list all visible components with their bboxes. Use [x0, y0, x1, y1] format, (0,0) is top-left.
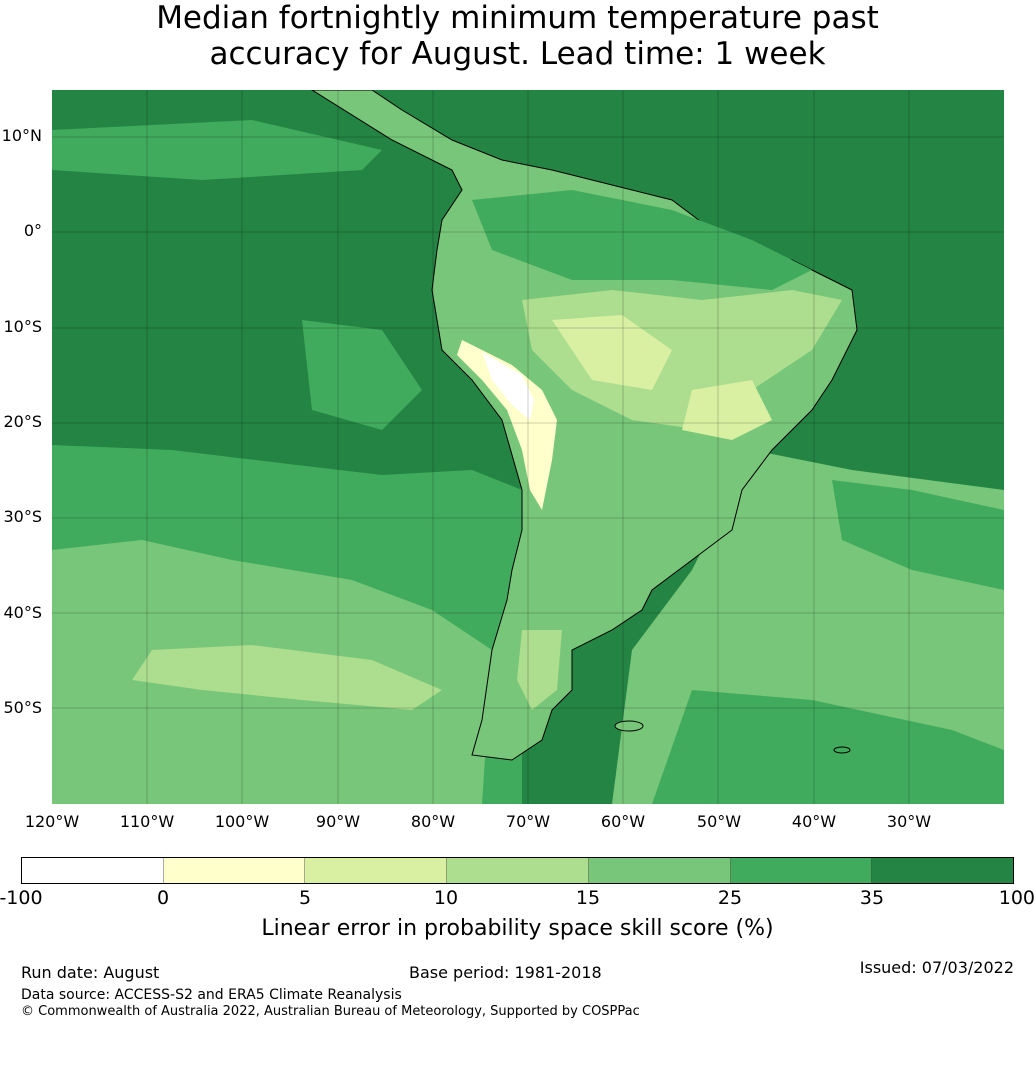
- lon-label-110w: 110°W: [119, 812, 175, 831]
- pacific-patch: [302, 320, 422, 430]
- copyright: © Commonwealth of Australia 2022, Austra…: [21, 1004, 640, 1019]
- andes-white-core: [482, 352, 534, 420]
- caribbean-patch: [52, 120, 382, 180]
- lon-label-80w: 80°W: [410, 812, 456, 831]
- lat-label-30s: 30°S: [3, 507, 42, 526]
- lat-label-10n: 10°N: [1, 126, 42, 145]
- lon-label-30w: 30°W: [886, 812, 932, 831]
- lat-label-50s: 50°S: [3, 698, 42, 717]
- lat-label-0: 0°: [23, 221, 42, 240]
- run-date: Run date: August: [21, 963, 160, 982]
- colorbar-tick: 0: [156, 887, 170, 909]
- falkland-islands: [614, 720, 644, 732]
- colorbar-tick: 5: [298, 887, 312, 909]
- colorbar-segment: [163, 858, 306, 883]
- colorbar-tick: 100: [998, 887, 1035, 909]
- patagonia-light: [517, 630, 562, 710]
- lon-label-40w: 40°W: [791, 812, 837, 831]
- lon-label-90w: 90°W: [315, 812, 361, 831]
- colorbar-tick: -100: [0, 887, 43, 909]
- colorbar-segment: [447, 858, 589, 883]
- base-period: Base period: 1981-2018: [409, 963, 602, 982]
- colorbar: [21, 857, 1014, 884]
- andes-light-streak: [457, 340, 557, 510]
- lon-label-50w: 50°W: [696, 812, 742, 831]
- graticule: [52, 90, 1004, 804]
- title-line-2: accuracy for August. Lead time: 1 week: [209, 36, 826, 72]
- chart-title: Median fortnightly minimum temperature p…: [0, 0, 1035, 72]
- colorbar-segment: [730, 858, 873, 883]
- lat-label-40s: 40°S: [3, 603, 42, 622]
- colorbar-segment: [872, 858, 1014, 883]
- skill-score-map: [52, 90, 1004, 804]
- lon-label-120w: 120°W: [24, 812, 80, 831]
- lat-label-10s: 10°S: [3, 317, 42, 336]
- east-atlantic-mid-zone: [652, 690, 1004, 804]
- lat-label-20s: 20°S: [3, 412, 42, 431]
- amazon-zone: [472, 190, 812, 290]
- south-georgia: [833, 746, 851, 754]
- southern-light-streak: [132, 645, 442, 710]
- colorbar-label: Linear error in probability space skill …: [261, 916, 774, 941]
- brazil-interior-lighter: [552, 315, 672, 390]
- colorbar-segment: [305, 858, 448, 883]
- title-line-1: Median fortnightly minimum temperature p…: [156, 0, 879, 36]
- colorbar-tick: 35: [859, 887, 885, 909]
- brazil-plateau-light: [682, 380, 772, 440]
- lon-label-60w: 60°W: [600, 812, 646, 831]
- west-atlantic-patch: [832, 480, 1004, 590]
- colorbar-segment: [588, 858, 731, 883]
- colorbar-tick: 15: [575, 887, 601, 909]
- issued-date: Issued: 07/03/2022: [859, 958, 1014, 977]
- lon-label-70w: 70°W: [505, 812, 551, 831]
- lon-label-100w: 100°W: [214, 812, 270, 831]
- colorbar-segment: [22, 858, 164, 883]
- data-source: Data source: ACCESS-S2 and ERA5 Climate …: [21, 987, 402, 1003]
- colorbar-tick: 10: [433, 887, 459, 909]
- colorbar-tick: 25: [717, 887, 743, 909]
